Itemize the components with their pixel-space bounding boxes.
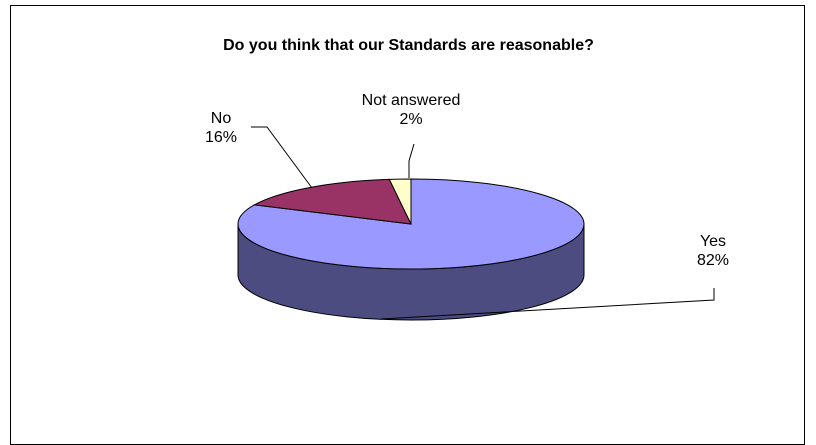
label-not-answered-value: 2% — [399, 111, 423, 128]
pie-chart — [237, 126, 715, 321]
leader-line-not-answered — [408, 143, 415, 178]
label-not-answered-name: Not answered — [361, 92, 461, 109]
leader-line-no — [251, 126, 313, 189]
pie-slice-not-answered — [388, 178, 412, 225]
pie-slice-no — [252, 178, 412, 225]
leader-line-yes — [380, 288, 715, 320]
label-yes: Yes 82% — [683, 232, 743, 270]
label-no-name: No — [210, 110, 232, 127]
label-no: No 16% — [191, 109, 251, 147]
label-not-answered: Not answered 2% — [346, 91, 476, 129]
chart-area: Do you think that our Standards are reas… — [10, 5, 805, 445]
label-yes-value: 82% — [696, 252, 730, 269]
label-yes-name: Yes — [699, 233, 727, 250]
chart-title: Do you think that our Standards are reas… — [223, 37, 594, 54]
label-no-value: 16% — [204, 129, 238, 146]
